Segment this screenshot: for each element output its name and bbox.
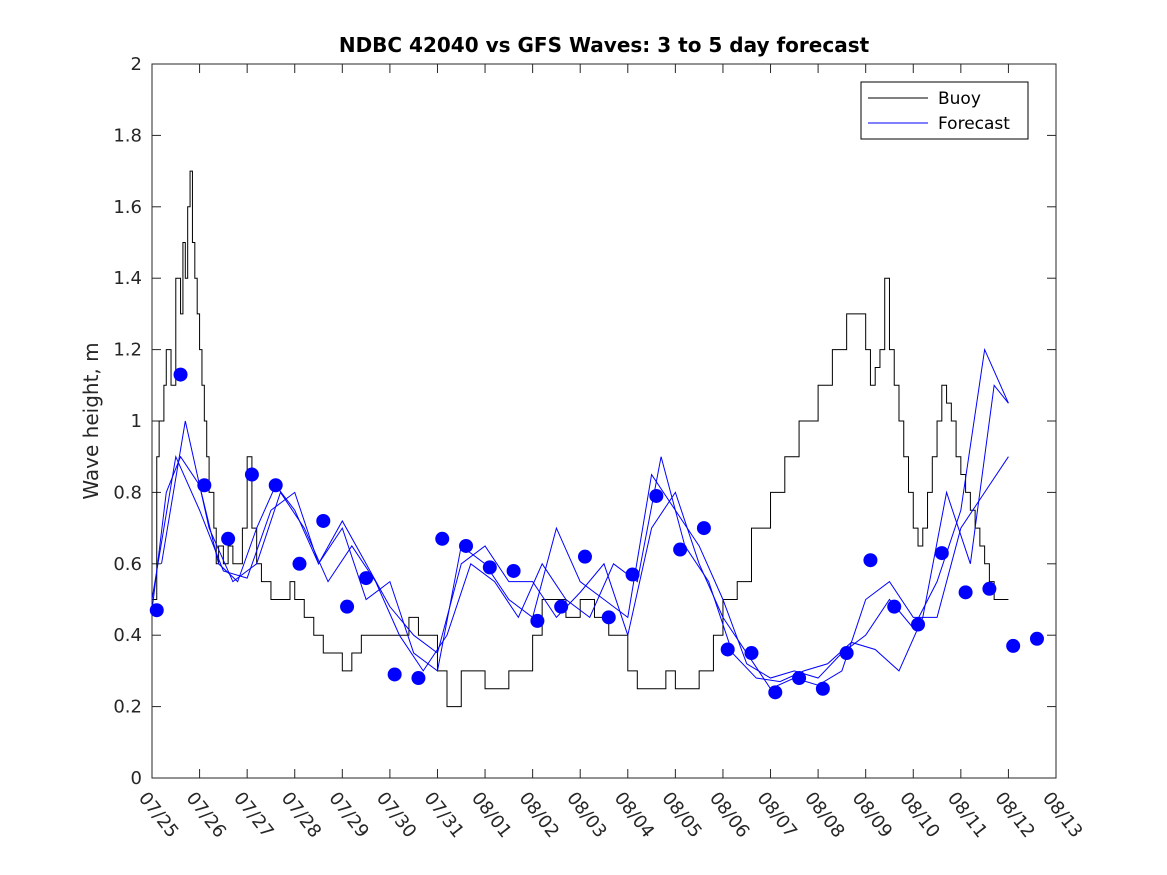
forecast-point xyxy=(359,571,374,586)
y-tick-label: 0.4 xyxy=(113,625,142,646)
legend-box xyxy=(860,81,1029,140)
forecast-point xyxy=(221,531,236,546)
forecast-point xyxy=(768,685,783,700)
series-layer xyxy=(151,170,1009,708)
forecast-point xyxy=(792,671,807,686)
buoy-series-line xyxy=(152,170,1009,708)
forecast-point xyxy=(649,488,664,503)
y-tick-label: 0 xyxy=(131,768,142,789)
y-tick-label: 1.8 xyxy=(113,125,142,146)
forecast-point xyxy=(958,585,973,600)
y-tick-label: 1.2 xyxy=(113,340,142,361)
forecast-point xyxy=(839,646,854,661)
y-tick-label: 2 xyxy=(131,54,142,75)
legend: Buoy Forecast xyxy=(860,81,1029,140)
forecast-point xyxy=(435,531,450,546)
legend-buoy-label: Buoy xyxy=(938,89,981,109)
forecast-point xyxy=(554,599,569,614)
forecast-series-line-2 xyxy=(151,347,1009,679)
forecast-series-line-1 xyxy=(151,455,1009,690)
y-axis: 0 0.2 0.4 0.6 0.8 1 1.2 1.4 1.6 1.8 2 xyxy=(113,54,1056,789)
forecast-point xyxy=(911,617,926,632)
forecast-point xyxy=(411,671,426,686)
y-tick-label: 1.6 xyxy=(113,197,142,218)
forecast-point xyxy=(292,556,307,571)
forecast-point xyxy=(173,367,188,382)
y-tick-label: 1 xyxy=(131,411,142,432)
forecast-point xyxy=(744,646,759,661)
y-tick-label: 1.4 xyxy=(113,268,142,289)
forecast-point xyxy=(340,599,355,614)
forecast-point xyxy=(459,538,474,553)
forecast-point xyxy=(482,560,497,575)
forecast-point xyxy=(530,613,545,628)
y-axis-label: Wave height, m xyxy=(79,342,103,499)
y-tick-label: 0.6 xyxy=(113,554,142,575)
chart-title: NDBC 42040 vs GFS Waves: 3 to 5 day fore… xyxy=(339,33,870,57)
forecast-point xyxy=(673,542,688,557)
forecast-point xyxy=(601,610,616,625)
forecast-point xyxy=(506,563,521,578)
forecast-point xyxy=(887,599,902,614)
forecast-point xyxy=(720,642,735,657)
y-tick-label: 0.8 xyxy=(113,482,142,503)
forecast-point xyxy=(149,603,164,618)
forecast-point xyxy=(577,549,592,564)
legend-forecast-label: Forecast xyxy=(938,114,1010,134)
forecast-point xyxy=(815,681,830,696)
forecast-point xyxy=(1006,638,1021,653)
forecast-point xyxy=(863,553,878,568)
forecast-point xyxy=(1029,631,1044,646)
forecast-point xyxy=(934,546,949,561)
forecast-point xyxy=(316,513,331,528)
forecast-point xyxy=(268,478,283,493)
marker-layer xyxy=(149,367,1044,700)
forecast-point xyxy=(696,521,711,536)
forecast-point xyxy=(625,567,640,582)
forecast-series-line-3 xyxy=(161,384,1009,683)
forecast-point xyxy=(197,478,212,493)
forecast-point xyxy=(982,581,997,596)
forecast-point xyxy=(387,667,402,682)
forecast-point xyxy=(244,467,259,482)
y-tick-label: 0.2 xyxy=(113,697,142,718)
plot-area xyxy=(151,63,1057,779)
